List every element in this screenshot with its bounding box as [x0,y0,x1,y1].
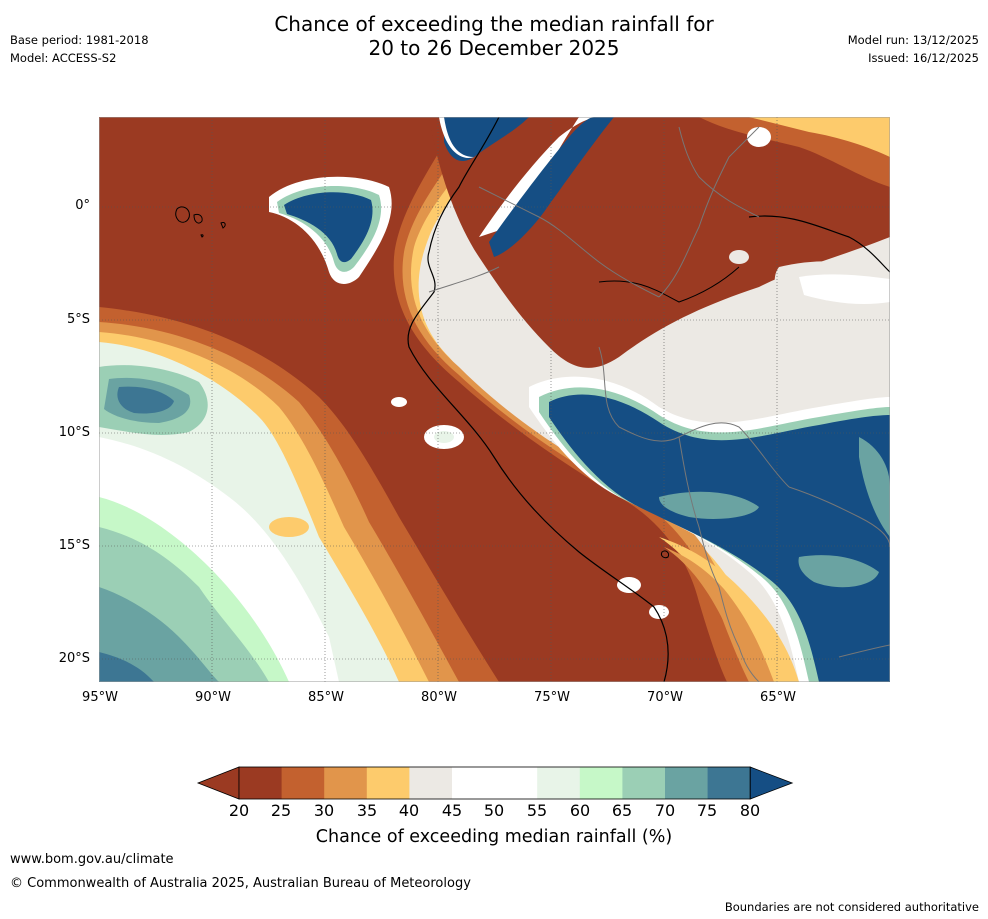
colorbar-tick-label: 50 [483,801,505,820]
copyright-notice: © Commonwealth of Australia 2025, Austra… [10,876,471,891]
colorbar [196,766,794,800]
x-tick-label: 75°W [534,690,570,705]
ocean-blue-sw [99,652,154,682]
colorbar-tick-label: 55 [526,801,548,820]
issued-date: Issued: 16/12/2025 [868,51,979,65]
y-tick-label: 5°S [66,312,90,327]
colorbar-segment [324,767,368,799]
boundary-disclaimer: Boundaries are not considered authoritat… [724,900,979,914]
model-run-date: Model run: 13/12/2025 [847,33,979,47]
colorbar-segment [494,767,538,799]
colorbar-tick-label: 80 [739,801,761,820]
colorbar-segment [452,767,496,799]
y-tick-label: 10°S [58,425,90,440]
website-link[interactable]: www.bom.gov.au/climate [10,852,174,867]
colorbar-tick-label: 40 [398,801,420,820]
colorbar-tick-label: 35 [356,801,378,820]
colorbar-title: Chance of exceeding median rainfall (%) [315,827,673,847]
map-title-line-1: Chance of exceeding the median rainfall … [274,12,714,36]
colorbar-tick-label: 70 [654,801,676,820]
x-tick-label: 90°W [195,690,231,705]
colorbar-segment [409,767,453,799]
x-tick-label: 65°W [760,690,796,705]
probability-map [99,117,890,682]
colorbar-tick-label: 30 [313,801,335,820]
colorbar-tick-label: 65 [611,801,633,820]
model-name: Model: ACCESS-S2 [10,51,117,65]
colorbar-segment [281,767,325,799]
x-tick-label: 80°W [421,690,457,705]
brown-plume-core [99,117,727,682]
colorbar-border [238,766,751,800]
x-tick-label: 95°W [82,690,118,705]
galapagos-islands [175,206,226,238]
map-title-line-2: 20 to 26 December 2025 [368,36,620,60]
country-borders [428,126,890,682]
y-tick-label: 20°S [58,651,90,666]
colorbar-segment [707,767,751,799]
colorbar-tick-label: 75 [696,801,718,820]
colorbar-segment [239,767,283,799]
ocean-teal-sw [99,587,219,682]
colorbar-tick-label: 20 [228,801,250,820]
graticule [99,117,890,682]
colorbar-segment [665,767,709,799]
colorbar-segment [537,767,581,799]
coastline [407,117,669,682]
colorbar-tick-label: 60 [569,801,591,820]
colorbar-segment [366,767,410,799]
y-tick-label: 15°S [58,538,90,553]
colorbar-segment [622,767,666,799]
y-tick-label: 0° [75,198,90,213]
colorbar-segment [579,767,623,799]
colorbar-extend-high [749,766,794,800]
x-tick-label: 70°W [647,690,683,705]
colorbar-tick-label: 25 [270,801,292,820]
base-period: Base period: 1981-2018 [10,33,149,47]
colorbar-extend-low [196,766,240,800]
x-tick-label: 85°W [308,690,344,705]
colorbar-tick-label: 45 [441,801,463,820]
